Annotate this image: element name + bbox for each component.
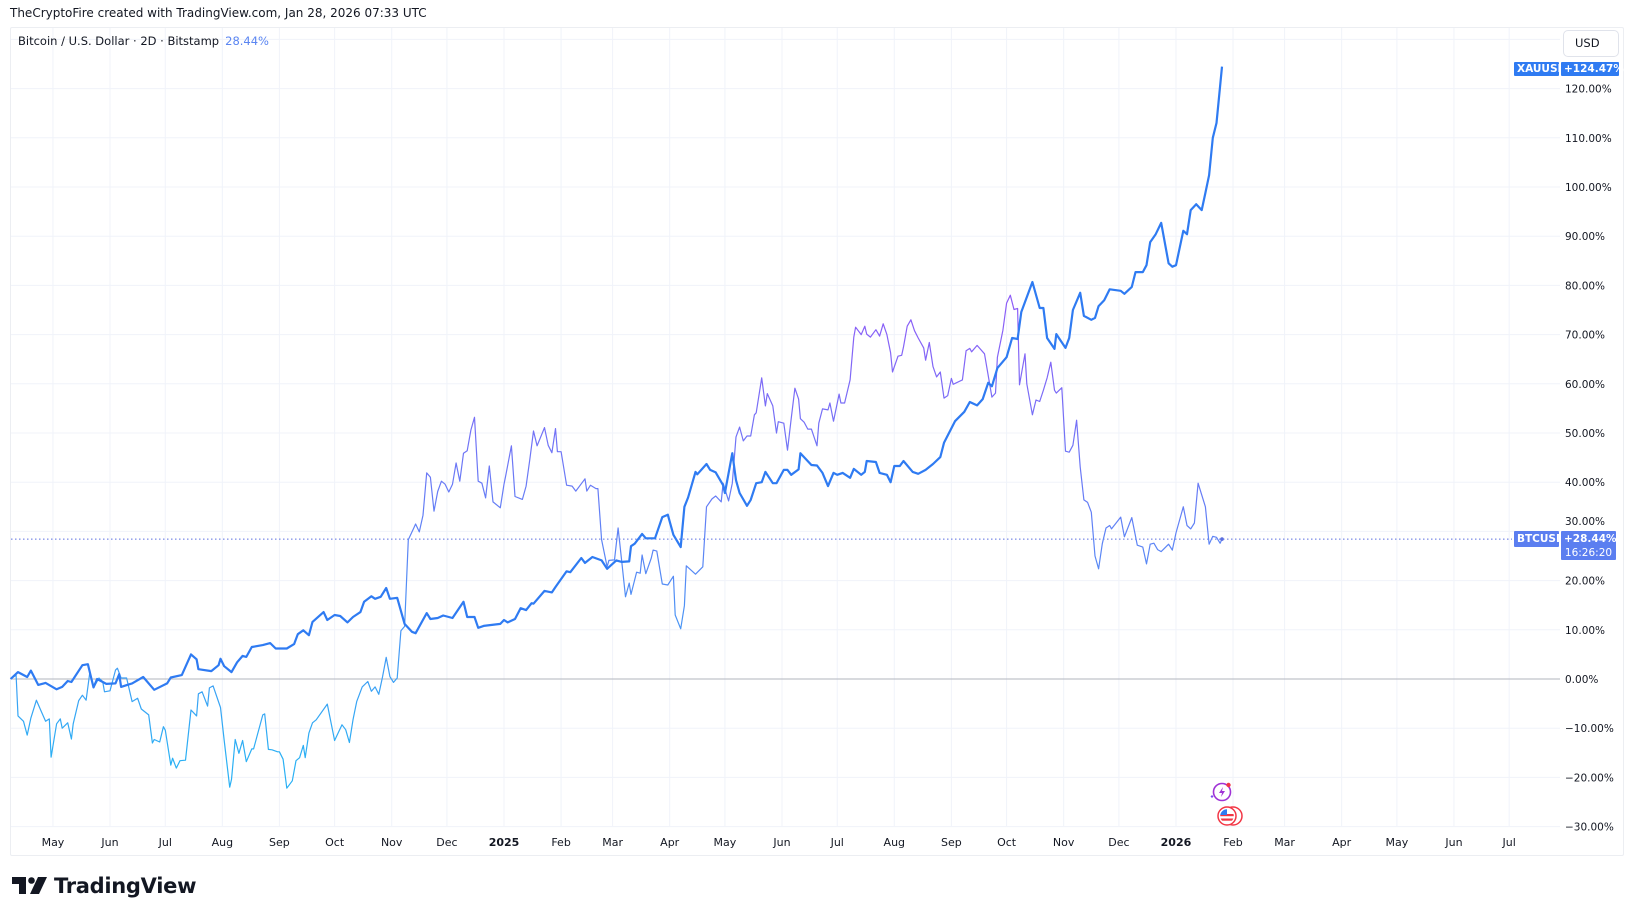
grid-lines <box>11 28 1560 828</box>
btcusd-symbol-tag: BTCUSD <box>1514 531 1565 547</box>
price-axis-label: 100.00% <box>1565 182 1612 194</box>
price-axis-label: −20.00% <box>1565 772 1614 784</box>
tradingview-logo[interactable]: TradingView <box>12 874 196 898</box>
price-axis-label: 90.00% <box>1565 231 1605 243</box>
time-axis-label: May <box>42 836 65 849</box>
time-axis-label: Oct <box>325 836 345 849</box>
time-axis-label: May <box>714 836 737 849</box>
btcusd-value: +28.44% <box>1564 533 1617 545</box>
price-axis-label: −10.00% <box>1565 723 1614 735</box>
series-legend[interactable]: Bitcoin / U.S. Dollar · 2D · Bitstamp 28.… <box>18 34 269 48</box>
price-axis-label: 0.00% <box>1565 674 1598 686</box>
time-axis-label: Mar <box>1274 836 1295 849</box>
btcusd-value-tag: +28.44% 16:26:20 <box>1561 531 1617 560</box>
us-economic-event-flag-icon[interactable] <box>1217 806 1243 826</box>
price-axis-label: 10.00% <box>1565 625 1605 637</box>
tradingview-logo-icon <box>12 877 47 894</box>
time-axis-label: Feb <box>551 836 570 849</box>
chart-attribution: TheCryptoFire created with TradingView.c… <box>10 6 427 20</box>
time-axis-label: Jun <box>1444 836 1462 849</box>
time-axis-label: Apr <box>1332 836 1352 849</box>
bar-close-countdown: 16:26:20 <box>1564 547 1613 559</box>
price-axis-labels[interactable]: 120.00% 110.00% 100.00% 90.00% 80.00% 70.00% 6… <box>1565 84 1614 834</box>
price-axis-label: 70.00% <box>1565 330 1605 342</box>
time-axis-label: Jul <box>830 836 844 849</box>
price-axis-label: 110.00% <box>1565 133 1612 145</box>
time-axis-label: Apr <box>660 836 680 849</box>
price-axis-label: 30.00% <box>1565 516 1605 528</box>
xauusd-series-line <box>9 66 1224 691</box>
currency-unit-button[interactable]: USD <box>1563 30 1619 57</box>
time-axis-label: Nov <box>1053 836 1075 849</box>
time-axis-label: Jun <box>100 836 118 849</box>
time-axis-label: Aug <box>212 836 233 849</box>
time-axis-label: Aug <box>884 836 905 849</box>
time-axis-label: Jul <box>158 836 172 849</box>
time-axis-label: Dec <box>436 836 457 849</box>
legend-change-value: 28.44% <box>225 34 269 48</box>
time-axis-label: 2025 <box>489 836 520 849</box>
symbol-description: Bitcoin / U.S. Dollar · 2D · Bitstamp <box>18 34 220 48</box>
time-axis-label: Sep <box>941 836 962 849</box>
earnings-lightning-icon[interactable] <box>1210 782 1232 802</box>
time-axis-label: 2026 <box>1161 836 1192 849</box>
btcusd-series-line <box>10 294 1223 789</box>
price-axis-label: −30.00% <box>1565 822 1614 834</box>
time-axis-label: Oct <box>997 836 1017 849</box>
time-axis-label: May <box>1386 836 1409 849</box>
time-axis-label: Jun <box>772 836 790 849</box>
time-axis-label: Mar <box>602 836 623 849</box>
time-axis-label: Jul <box>1502 836 1516 849</box>
time-axis-label: Feb <box>1223 836 1242 849</box>
price-axis-label: 20.00% <box>1565 576 1605 588</box>
tradingview-brand-text: TradingView <box>54 874 197 898</box>
price-axis-label: 60.00% <box>1565 379 1605 391</box>
price-axis-label: 120.00% <box>1565 84 1612 96</box>
time-axis-label: Dec <box>1108 836 1129 849</box>
price-axis-label: 50.00% <box>1565 428 1605 440</box>
time-axis-label: Nov <box>381 836 403 849</box>
chart-pane[interactable] <box>10 27 1624 856</box>
price-axis-label: 40.00% <box>1565 477 1605 489</box>
price-axis-label: 80.00% <box>1565 280 1605 292</box>
xauusd-symbol-tag: XAUUSD <box>1514 62 1566 76</box>
time-axis-labels[interactable]: May Jun Jul Aug Sep Oct Nov Dec 2025 Feb Mar Apr May… <box>42 836 1516 849</box>
time-axis-label: Sep <box>269 836 290 849</box>
btcusd-last-point <box>1220 537 1224 541</box>
xauusd-value-tag: +124.47% <box>1561 62 1624 76</box>
